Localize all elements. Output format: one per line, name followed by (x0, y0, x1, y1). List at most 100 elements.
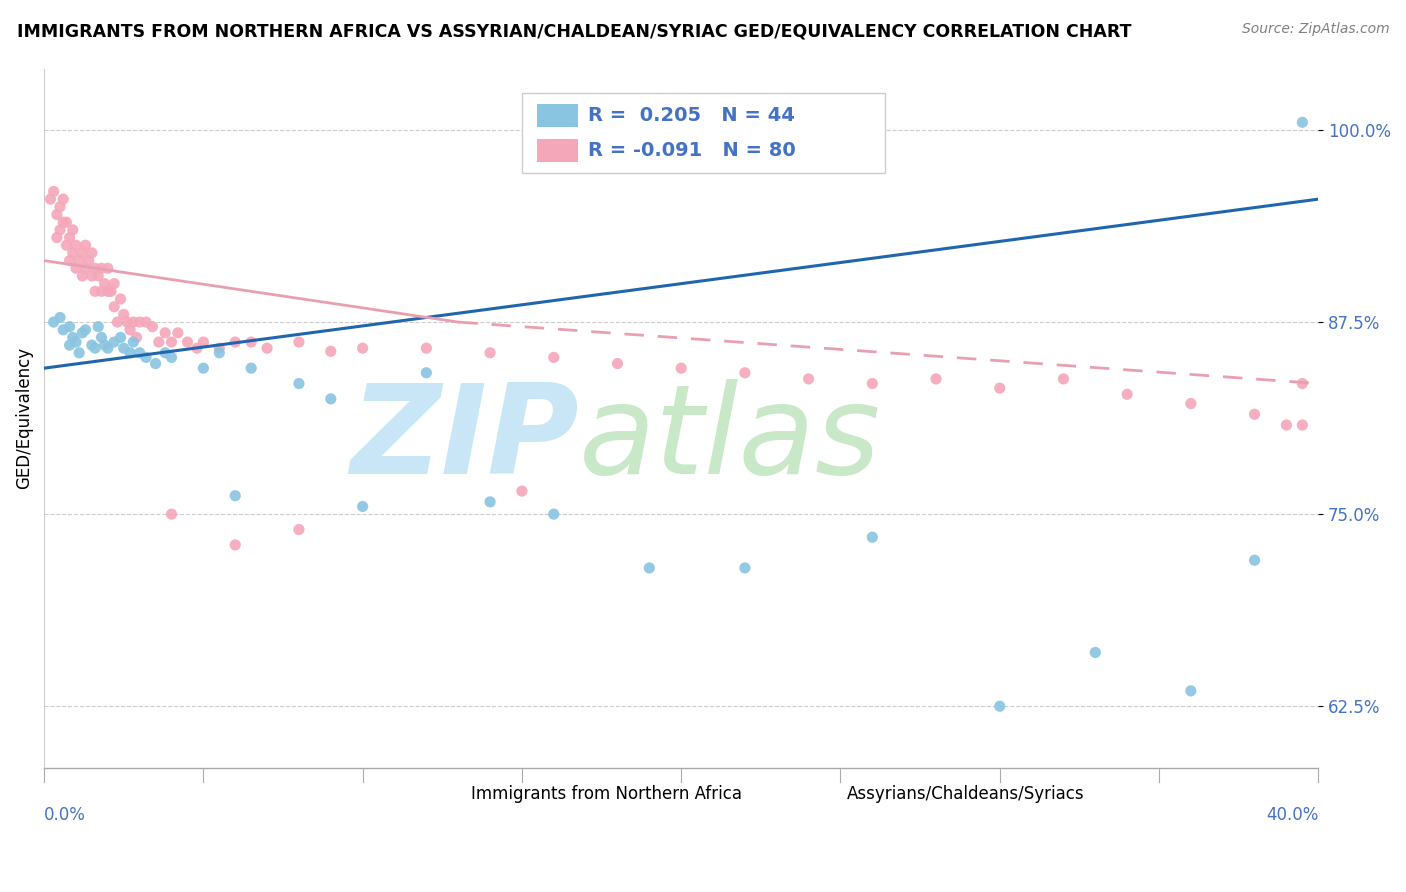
Point (49, 223, 72, 237)
Point (479, 346, 502, 360)
Point (415, 366, 437, 380)
Point (797, 372, 820, 386)
Point (153, 346, 176, 360)
Point (75, 261, 97, 276)
Point (112, 341, 135, 355)
Point (208, 346, 231, 360)
Point (42, 185, 65, 199)
Point (49, 200, 72, 214)
Bar (522, 93, 884, 173)
Bar (537, 139, 578, 161)
Point (224, 538, 246, 552)
Point (288, 523, 311, 537)
Point (925, 372, 948, 386)
Point (103, 277, 125, 291)
Point (122, 334, 145, 349)
Point (103, 334, 125, 349)
Point (103, 300, 125, 314)
Point (543, 507, 565, 521)
Point (145, 357, 167, 371)
Point (128, 346, 150, 360)
Bar (803, 785, 838, 803)
Text: 0.0%: 0.0% (44, 806, 86, 824)
Point (415, 341, 437, 355)
Text: 40.0%: 40.0% (1265, 806, 1319, 824)
Point (1052, 372, 1074, 386)
Point (65, 238, 87, 252)
Point (160, 507, 183, 521)
Point (75, 323, 97, 337)
Point (860, 530, 883, 544)
Point (52, 215, 75, 229)
Point (97, 285, 120, 299)
Point (352, 500, 374, 514)
Bar (426, 785, 463, 803)
Point (58, 230, 80, 244)
Point (65, 334, 87, 349)
Point (988, 381, 1011, 395)
Point (80, 338, 103, 352)
Point (93, 277, 115, 291)
Point (734, 561, 756, 575)
Point (208, 341, 231, 355)
Point (75, 238, 97, 252)
Point (160, 351, 183, 365)
Point (112, 307, 135, 321)
Point (87, 319, 110, 334)
Point (638, 561, 661, 575)
Point (125, 330, 148, 344)
Text: Immigrants from Northern Africa: Immigrants from Northern Africa (471, 785, 742, 803)
Point (606, 357, 628, 371)
Point (240, 334, 263, 349)
Point (479, 495, 502, 509)
Point (160, 334, 183, 349)
Point (39, 192, 62, 206)
Point (153, 326, 176, 340)
Point (120, 323, 142, 337)
Point (72, 246, 94, 260)
Point (1291, 417, 1313, 432)
Point (55, 238, 77, 252)
Point (62, 330, 84, 344)
Point (67, 346, 90, 360)
Point (67, 253, 90, 268)
Point (120, 346, 142, 360)
Point (352, 341, 374, 355)
Point (45, 230, 67, 244)
Point (256, 341, 278, 355)
Text: IMMIGRANTS FROM NORTHERN AFRICA VS ASSYRIAN/CHALDEAN/SYRIAC GED/EQUIVALENCY CORR: IMMIGRANTS FROM NORTHERN AFRICA VS ASSYR… (17, 22, 1132, 40)
Point (288, 376, 311, 391)
Point (1243, 553, 1265, 567)
Text: R =  0.205   N = 44: R = 0.205 N = 44 (588, 106, 794, 125)
Point (128, 315, 150, 329)
Point (319, 392, 342, 406)
Point (93, 338, 115, 352)
Point (1275, 417, 1298, 432)
Point (90, 285, 112, 299)
Text: Source: ZipAtlas.com: Source: ZipAtlas.com (1241, 22, 1389, 37)
Point (510, 484, 533, 499)
Point (58, 319, 80, 334)
Point (734, 366, 756, 380)
Point (84, 341, 107, 355)
Point (72, 326, 94, 340)
Point (52, 192, 75, 206)
Point (55, 215, 77, 229)
Point (148, 334, 170, 349)
Point (49, 310, 72, 325)
Point (62, 246, 84, 260)
Point (669, 361, 692, 376)
Point (122, 315, 145, 329)
Point (84, 285, 107, 299)
Point (100, 285, 122, 299)
Point (84, 261, 107, 276)
Point (288, 334, 311, 349)
Text: R = -0.091   N = 80: R = -0.091 N = 80 (588, 141, 796, 160)
Text: ZIP: ZIP (350, 378, 579, 500)
Point (176, 334, 198, 349)
Point (52, 323, 75, 337)
Point (115, 315, 138, 329)
Point (62, 223, 84, 237)
Point (1084, 645, 1107, 659)
Point (135, 315, 157, 329)
